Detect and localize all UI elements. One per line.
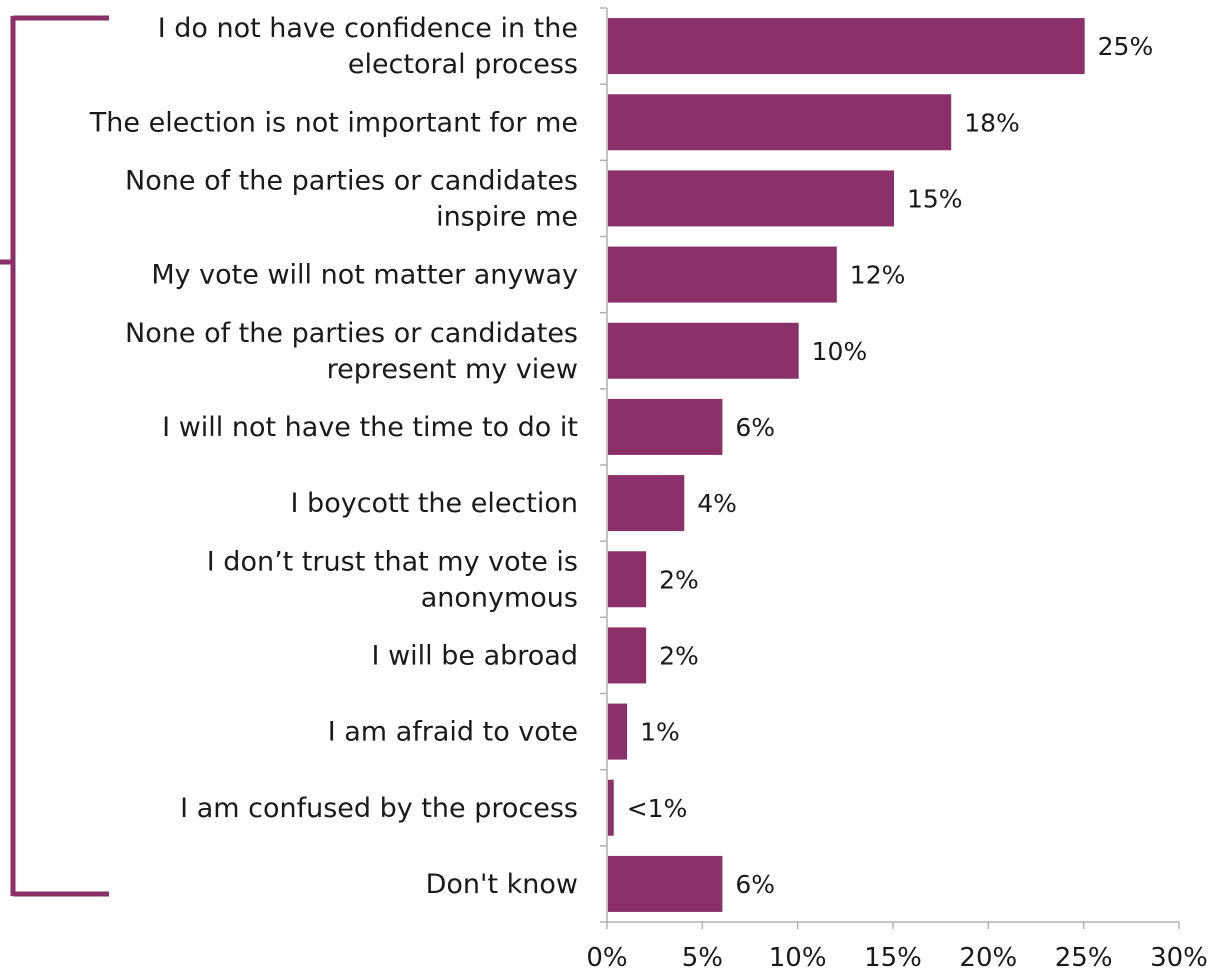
- data-label: 1%: [640, 718, 680, 747]
- category-label: I don’t trust that my vote is anonymous: [207, 546, 578, 613]
- x-tick-labels: 0% 5% 10% 15% 20% 25% 30%: [586, 922, 1208, 973]
- data-label: 6%: [735, 870, 775, 899]
- bar: [608, 551, 647, 608]
- category-label: I will be abroad: [372, 640, 578, 671]
- bar: [608, 18, 1085, 75]
- x-tick-label: 20%: [959, 943, 1017, 973]
- data-label: 15%: [907, 184, 963, 213]
- bar: [608, 703, 628, 760]
- bar: [608, 246, 837, 303]
- category-label: None of the parties or candidates inspire…: [125, 165, 578, 232]
- data-label: 25%: [1098, 32, 1154, 61]
- data-label: 2%: [659, 565, 699, 594]
- data-label: 18%: [964, 108, 1020, 137]
- data-label: 12%: [850, 261, 906, 290]
- category-label: Don't know: [426, 869, 578, 900]
- value-labels: 25% 18% 15% 12% 10% 6% 4% 2% 2% 1% <1% 6%: [627, 32, 1154, 899]
- x-tick-label: 0%: [586, 943, 627, 973]
- bar: [608, 322, 799, 379]
- data-label: 2%: [659, 641, 699, 670]
- category-label: I am afraid to vote: [328, 717, 578, 748]
- data-label: <1%: [627, 794, 688, 823]
- x-tick-label: 5%: [682, 943, 723, 973]
- category-labels: I do not have confidence in the electoral…: [89, 13, 578, 900]
- bar: [608, 94, 952, 151]
- x-tick-label: 30%: [1150, 943, 1208, 973]
- x-tick-label: 15%: [864, 943, 922, 973]
- category-label: I am confused by the process: [180, 793, 578, 824]
- bar: [608, 855, 723, 912]
- data-label: 6%: [735, 413, 775, 442]
- x-tick-label: 10%: [769, 943, 827, 973]
- category-label: I will not have the time to do it: [162, 412, 578, 443]
- data-label: 4%: [697, 489, 737, 518]
- bar: [608, 627, 647, 684]
- bar: [608, 475, 685, 532]
- category-label: I do not have confidence in the electoral…: [158, 13, 578, 80]
- category-label: My vote will not matter anyway: [151, 260, 578, 291]
- bar: [608, 170, 894, 227]
- bar: [608, 779, 614, 836]
- category-label: I boycott the election: [291, 488, 578, 519]
- category-label: None of the parties or candidates represe…: [125, 318, 578, 385]
- x-tick-label: 25%: [1055, 943, 1113, 973]
- data-label: 10%: [812, 337, 868, 366]
- category-label: The election is not important for me: [89, 107, 578, 138]
- bar: [608, 398, 723, 455]
- bars: [608, 18, 1085, 912]
- grouping-bracket: [0, 15, 109, 897]
